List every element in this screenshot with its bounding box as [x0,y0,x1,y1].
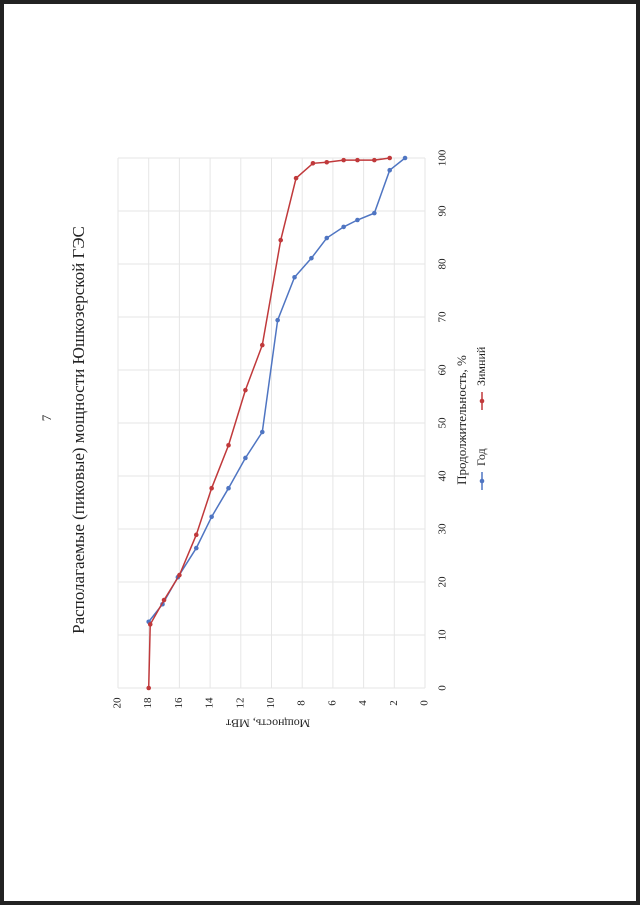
data-point [341,157,346,163]
data-point [310,161,316,166]
page-number: 7 [39,414,54,421]
data-point [243,455,248,461]
data-point [309,255,314,261]
data-point [226,485,231,491]
data-point [209,485,214,491]
data-point [193,532,199,538]
y-axis-title: Мощность, МВт [225,716,310,730]
x-tick-label: 20 [437,576,449,588]
data-point [355,217,360,223]
x-tick-label: 80 [437,258,449,270]
y-tick-label: 4 [357,700,369,706]
data-point [177,572,182,578]
legend-marker [479,478,485,484]
y-tick-label: 10 [265,697,277,709]
data-point [387,155,392,161]
y-tick-label: 14 [204,697,216,709]
data-point [324,235,330,241]
legend-label: Зимний [474,346,488,386]
data-point [161,597,167,603]
x-tick-label: 0 [437,685,449,691]
x-tick-label: 100 [437,149,449,166]
data-point [341,224,346,230]
data-point [243,387,248,393]
x-axis-title: Продолжительность, % [454,355,469,485]
data-point [259,342,265,348]
y-tick-label: 8 [296,700,308,706]
data-point [147,622,153,627]
data-point [209,514,214,520]
data-point [387,167,392,173]
data-point [226,442,231,448]
x-tick-label: 50 [437,417,449,429]
data-point [293,175,299,181]
legend-marker [479,398,485,404]
data-point [355,157,360,163]
x-tick-label: 70 [437,311,449,323]
y-tick-label: 18 [142,697,154,709]
chart-title: Располагаемые (пиковые) мощности Юшкозер… [69,226,88,634]
data-point [292,274,297,280]
y-tick-label: 12 [234,698,246,709]
data-point [146,685,151,691]
x-tick-label: 40 [437,470,449,482]
data-point [402,155,408,161]
x-tick-label: 90 [437,205,449,217]
data-point [372,157,377,163]
y-tick-label: 16 [173,697,185,709]
y-tick-label: 6 [326,700,338,706]
y-tick-label: 20 [112,697,124,709]
data-point [278,237,284,243]
x-tick-label: 60 [437,364,449,376]
data-point [372,210,377,216]
x-tick-label: 30 [437,523,449,535]
data-point [275,317,280,323]
y-tick-label: 2 [388,700,400,706]
data-point [324,159,330,165]
x-tick-label: 10 [437,629,449,641]
data-point [193,545,199,551]
legend-label: Год [474,448,488,466]
data-point [259,429,265,435]
y-tick-label: 0 [419,700,431,706]
